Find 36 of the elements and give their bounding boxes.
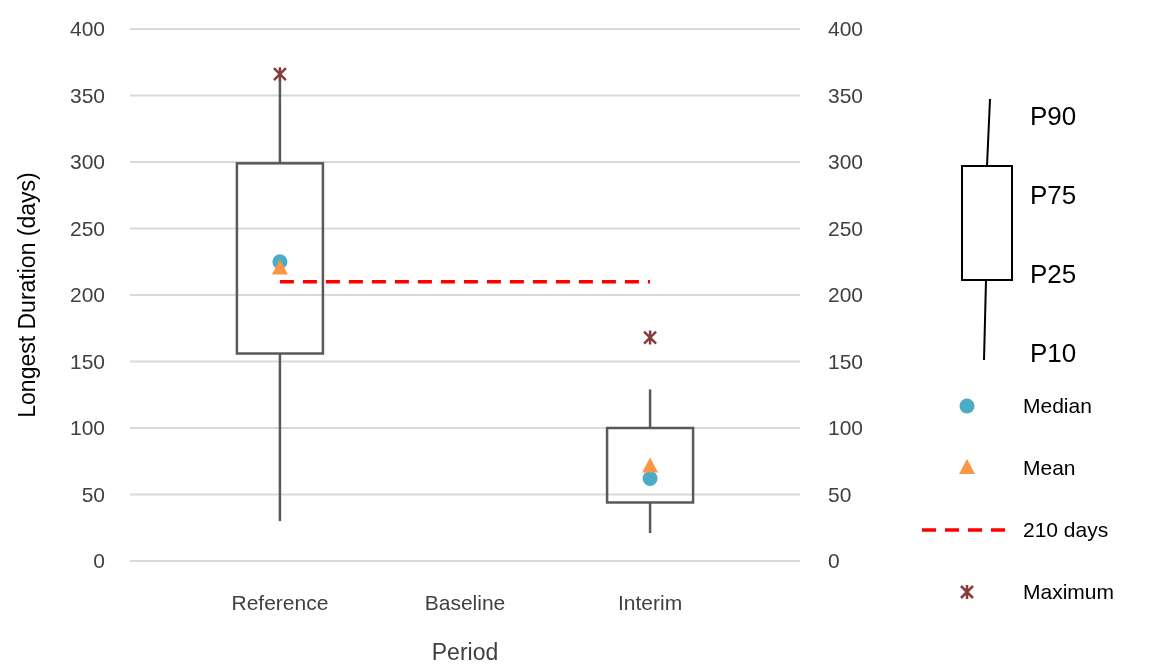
legend-label: Mean xyxy=(1023,456,1076,480)
y-tick-label: 250 xyxy=(69,216,105,240)
point xyxy=(272,65,288,83)
y-tick-label: 400 xyxy=(69,17,105,41)
point xyxy=(642,457,659,473)
y-tick-label: 0 xyxy=(93,549,105,573)
legend-label: Maximum xyxy=(1023,580,1115,604)
y-tick-label: 150 xyxy=(69,349,105,373)
text: P75 xyxy=(1030,180,1077,211)
point xyxy=(271,259,288,275)
point xyxy=(642,471,658,487)
text: P90 xyxy=(1030,101,1077,132)
y2-tick-label: 350 xyxy=(828,83,864,107)
y-tick-label: 50 xyxy=(81,482,105,506)
text: P10 xyxy=(1030,338,1077,369)
y2-tick-label: 250 xyxy=(828,216,864,240)
y-tick-label: 100 xyxy=(69,416,105,440)
x-tick-label: Baseline xyxy=(424,591,506,614)
y2-tick-label: 150 xyxy=(828,349,864,373)
y-tick-label: 350 xyxy=(69,83,105,107)
y-tick-label: 200 xyxy=(69,283,105,307)
y2-tick-label: 50 xyxy=(828,482,852,506)
legend-label: 210 days xyxy=(1023,518,1109,542)
y2-tick-label: 400 xyxy=(828,17,864,41)
x-tick-label: Interim xyxy=(617,591,683,614)
y2-tick-label: 100 xyxy=(828,416,864,440)
text: P25 xyxy=(1030,259,1077,290)
y-axis-title: Longest Duration (days) xyxy=(14,172,40,418)
y2-tick-label: 0 xyxy=(828,549,840,573)
x-axis-title: Period xyxy=(431,639,499,664)
legend-label: Median xyxy=(1023,394,1092,418)
point xyxy=(642,329,658,346)
y2-tick-label: 300 xyxy=(828,150,864,174)
y-tick-label: 300 xyxy=(69,150,105,174)
x-tick-label: Reference xyxy=(231,591,329,614)
y2-tick-label: 200 xyxy=(828,283,864,307)
